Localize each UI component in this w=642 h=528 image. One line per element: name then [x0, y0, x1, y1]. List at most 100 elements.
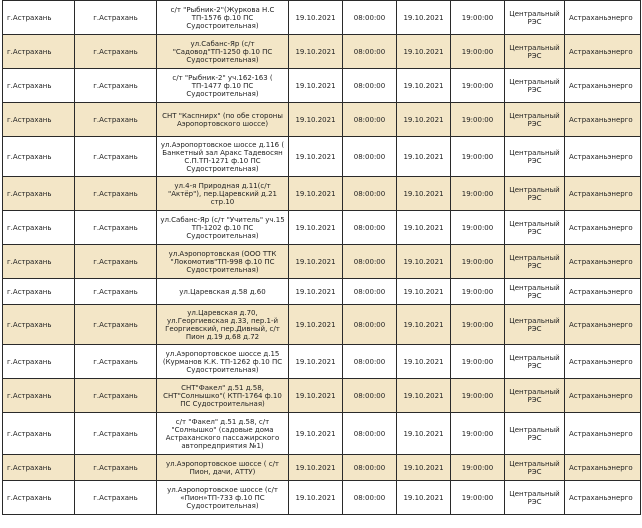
city-cell: г.Астрахань — [74, 344, 157, 379]
end-time-cell: 19:00:00 — [450, 412, 505, 455]
locality-cell: г.Астрахань — [2, 210, 75, 245]
locality-cell: г.Астрахань — [2, 412, 75, 455]
end-date-cell: 19.10.2021 — [396, 176, 451, 211]
address-cell: ул.Аэропортовское шоссе ( с/т Пион, дачи… — [156, 454, 289, 481]
end-time-cell: 19:00:00 — [450, 210, 505, 245]
city-cell: г.Астрахань — [74, 136, 157, 177]
address-cell: ул.Царевская д.58 д.60 — [156, 278, 289, 305]
table-row: г.Астрахань г.Астрахань ул.Царевская д.58 … — [2, 278, 641, 305]
organization-cell: Астраханьэнерго — [564, 0, 641, 35]
organization-cell: Астраханьэнерго — [564, 34, 641, 69]
start-time-cell: 08:00:00 — [342, 480, 397, 515]
organization-cell: Астраханьэнерго — [564, 412, 641, 455]
city-cell: г.Астрахань — [74, 378, 157, 413]
organization-cell: Астраханьэнерго — [564, 210, 641, 245]
end-date-cell: 19.10.2021 — [396, 102, 451, 137]
start-date-cell: 19.10.2021 — [288, 412, 343, 455]
end-time-cell: 19:00:00 — [450, 176, 505, 211]
city-cell: г.Астрахань — [74, 176, 157, 211]
locality-cell: г.Астрахань — [2, 0, 75, 35]
table-row: г.Астрахань г.Астрахань СНТ "Каспнирх" (по… — [2, 102, 641, 137]
table-row: г.Астрахань г.Астрахань с/т "Рыбник-2"(Жур… — [2, 0, 641, 35]
end-date-cell: 19.10.2021 — [396, 278, 451, 305]
start-time-cell: 08:00:00 — [342, 176, 397, 211]
start-date-cell: 19.10.2021 — [288, 0, 343, 35]
address-cell: с/т "Рыбник-2" уч.162-163 ( ТП-1477 ф.10… — [156, 68, 289, 103]
res-cell: Центральный РЭС — [504, 344, 565, 379]
end-time-cell: 19:00:00 — [450, 34, 505, 69]
start-date-cell: 19.10.2021 — [288, 210, 343, 245]
address-cell: ул.Аэропортовское шоссе д.116 ( Банкетны… — [156, 136, 289, 177]
locality-cell: г.Астрахань — [2, 176, 75, 211]
res-cell: Центральный РЭС — [504, 244, 565, 279]
address-cell: ул.Царевская д.70, ул.Георгиевская д.33,… — [156, 304, 289, 345]
end-time-cell: 19:00:00 — [450, 344, 505, 379]
address-cell: ул.Аэропортовское шоссе д.15 (Курманов К… — [156, 344, 289, 379]
locality-cell: г.Астрахань — [2, 378, 75, 413]
organization-cell: Астраханьэнерго — [564, 176, 641, 211]
start-date-cell: 19.10.2021 — [288, 344, 343, 379]
res-cell: Центральный РЭС — [504, 34, 565, 69]
end-date-cell: 19.10.2021 — [396, 136, 451, 177]
organization-cell: Астраханьэнерго — [564, 304, 641, 345]
start-time-cell: 08:00:00 — [342, 34, 397, 69]
city-cell: г.Астрахань — [74, 278, 157, 305]
organization-cell: Астраханьэнерго — [564, 102, 641, 137]
start-date-cell: 19.10.2021 — [288, 244, 343, 279]
city-cell: г.Астрахань — [74, 210, 157, 245]
table-row: г.Астрахань г.Астрахань ул.Аэропортовское … — [2, 454, 641, 481]
end-time-cell: 19:00:00 — [450, 278, 505, 305]
organization-cell: Астраханьэнерго — [564, 278, 641, 305]
end-time-cell: 19:00:00 — [450, 454, 505, 481]
end-time-cell: 19:00:00 — [450, 102, 505, 137]
end-date-cell: 19.10.2021 — [396, 0, 451, 35]
end-date-cell: 19.10.2021 — [396, 304, 451, 345]
end-date-cell: 19.10.2021 — [396, 210, 451, 245]
res-cell: Центральный РЭС — [504, 378, 565, 413]
end-time-cell: 19:00:00 — [450, 480, 505, 515]
start-time-cell: 08:00:00 — [342, 136, 397, 177]
table-row: г.Астрахань г.Астрахань ул.Аэропортовское … — [2, 136, 641, 177]
address-cell: СНТ "Каспнирх" (по обе стороны Аэропорто… — [156, 102, 289, 137]
end-time-cell: 19:00:00 — [450, 378, 505, 413]
end-date-cell: 19.10.2021 — [396, 244, 451, 279]
res-cell: Центральный РЭС — [504, 480, 565, 515]
end-time-cell: 19:00:00 — [450, 244, 505, 279]
end-time-cell: 19:00:00 — [450, 0, 505, 35]
res-cell: Центральный РЭС — [504, 136, 565, 177]
res-cell: Центральный РЭС — [504, 454, 565, 481]
table-row: г.Астрахань г.Астрахань с/т "Факел" д.51 д… — [2, 412, 641, 455]
end-date-cell: 19.10.2021 — [396, 34, 451, 69]
locality-cell: г.Астрахань — [2, 278, 75, 305]
res-cell: Центральный РЭС — [504, 278, 565, 305]
end-time-cell: 19:00:00 — [450, 68, 505, 103]
locality-cell: г.Астрахань — [2, 244, 75, 279]
end-date-cell: 19.10.2021 — [396, 412, 451, 455]
address-cell: ул.Сабанс-Яр (с/т "Учитель" уч.15 ТП-120… — [156, 210, 289, 245]
organization-cell: Астраханьэнерго — [564, 244, 641, 279]
city-cell: г.Астрахань — [74, 244, 157, 279]
res-cell: Центральный РЭС — [504, 176, 565, 211]
address-cell: ул.4-я Природная д.11(с/т "Актёр"), пер.… — [156, 176, 289, 211]
table-row: г.Астрахань г.Астрахань ул.Царевская д.70,… — [2, 304, 641, 345]
start-time-cell: 08:00:00 — [342, 344, 397, 379]
city-cell: г.Астрахань — [74, 412, 157, 455]
end-date-cell: 19.10.2021 — [396, 68, 451, 103]
start-date-cell: 19.10.2021 — [288, 34, 343, 69]
table-row: г.Астрахань г.Астрахань ул.4-я Природная д… — [2, 176, 641, 211]
organization-cell: Астраханьэнерго — [564, 480, 641, 515]
address-cell: с/т "Рыбник-2"(Журкова Н.С ТП-1576 ф.10 … — [156, 0, 289, 35]
address-cell: ул.Аэропортовское шоссе (с/т «Пион»ТП-73… — [156, 480, 289, 515]
start-date-cell: 19.10.2021 — [288, 278, 343, 305]
res-cell: Центральный РЭС — [504, 304, 565, 345]
city-cell: г.Астрахань — [74, 0, 157, 35]
outage-schedule-table: г.Астрахань г.Астрахань с/т "Рыбник-2"(Жур… — [2, 0, 641, 515]
city-cell: г.Астрахань — [74, 34, 157, 69]
start-date-cell: 19.10.2021 — [288, 176, 343, 211]
organization-cell: Астраханьэнерго — [564, 68, 641, 103]
locality-cell: г.Астрахань — [2, 454, 75, 481]
start-date-cell: 19.10.2021 — [288, 136, 343, 177]
organization-cell: Астраханьэнерго — [564, 378, 641, 413]
start-date-cell: 19.10.2021 — [288, 68, 343, 103]
table-row: г.Астрахань г.Астрахань ул.Сабанс-Яр (с/т … — [2, 34, 641, 69]
